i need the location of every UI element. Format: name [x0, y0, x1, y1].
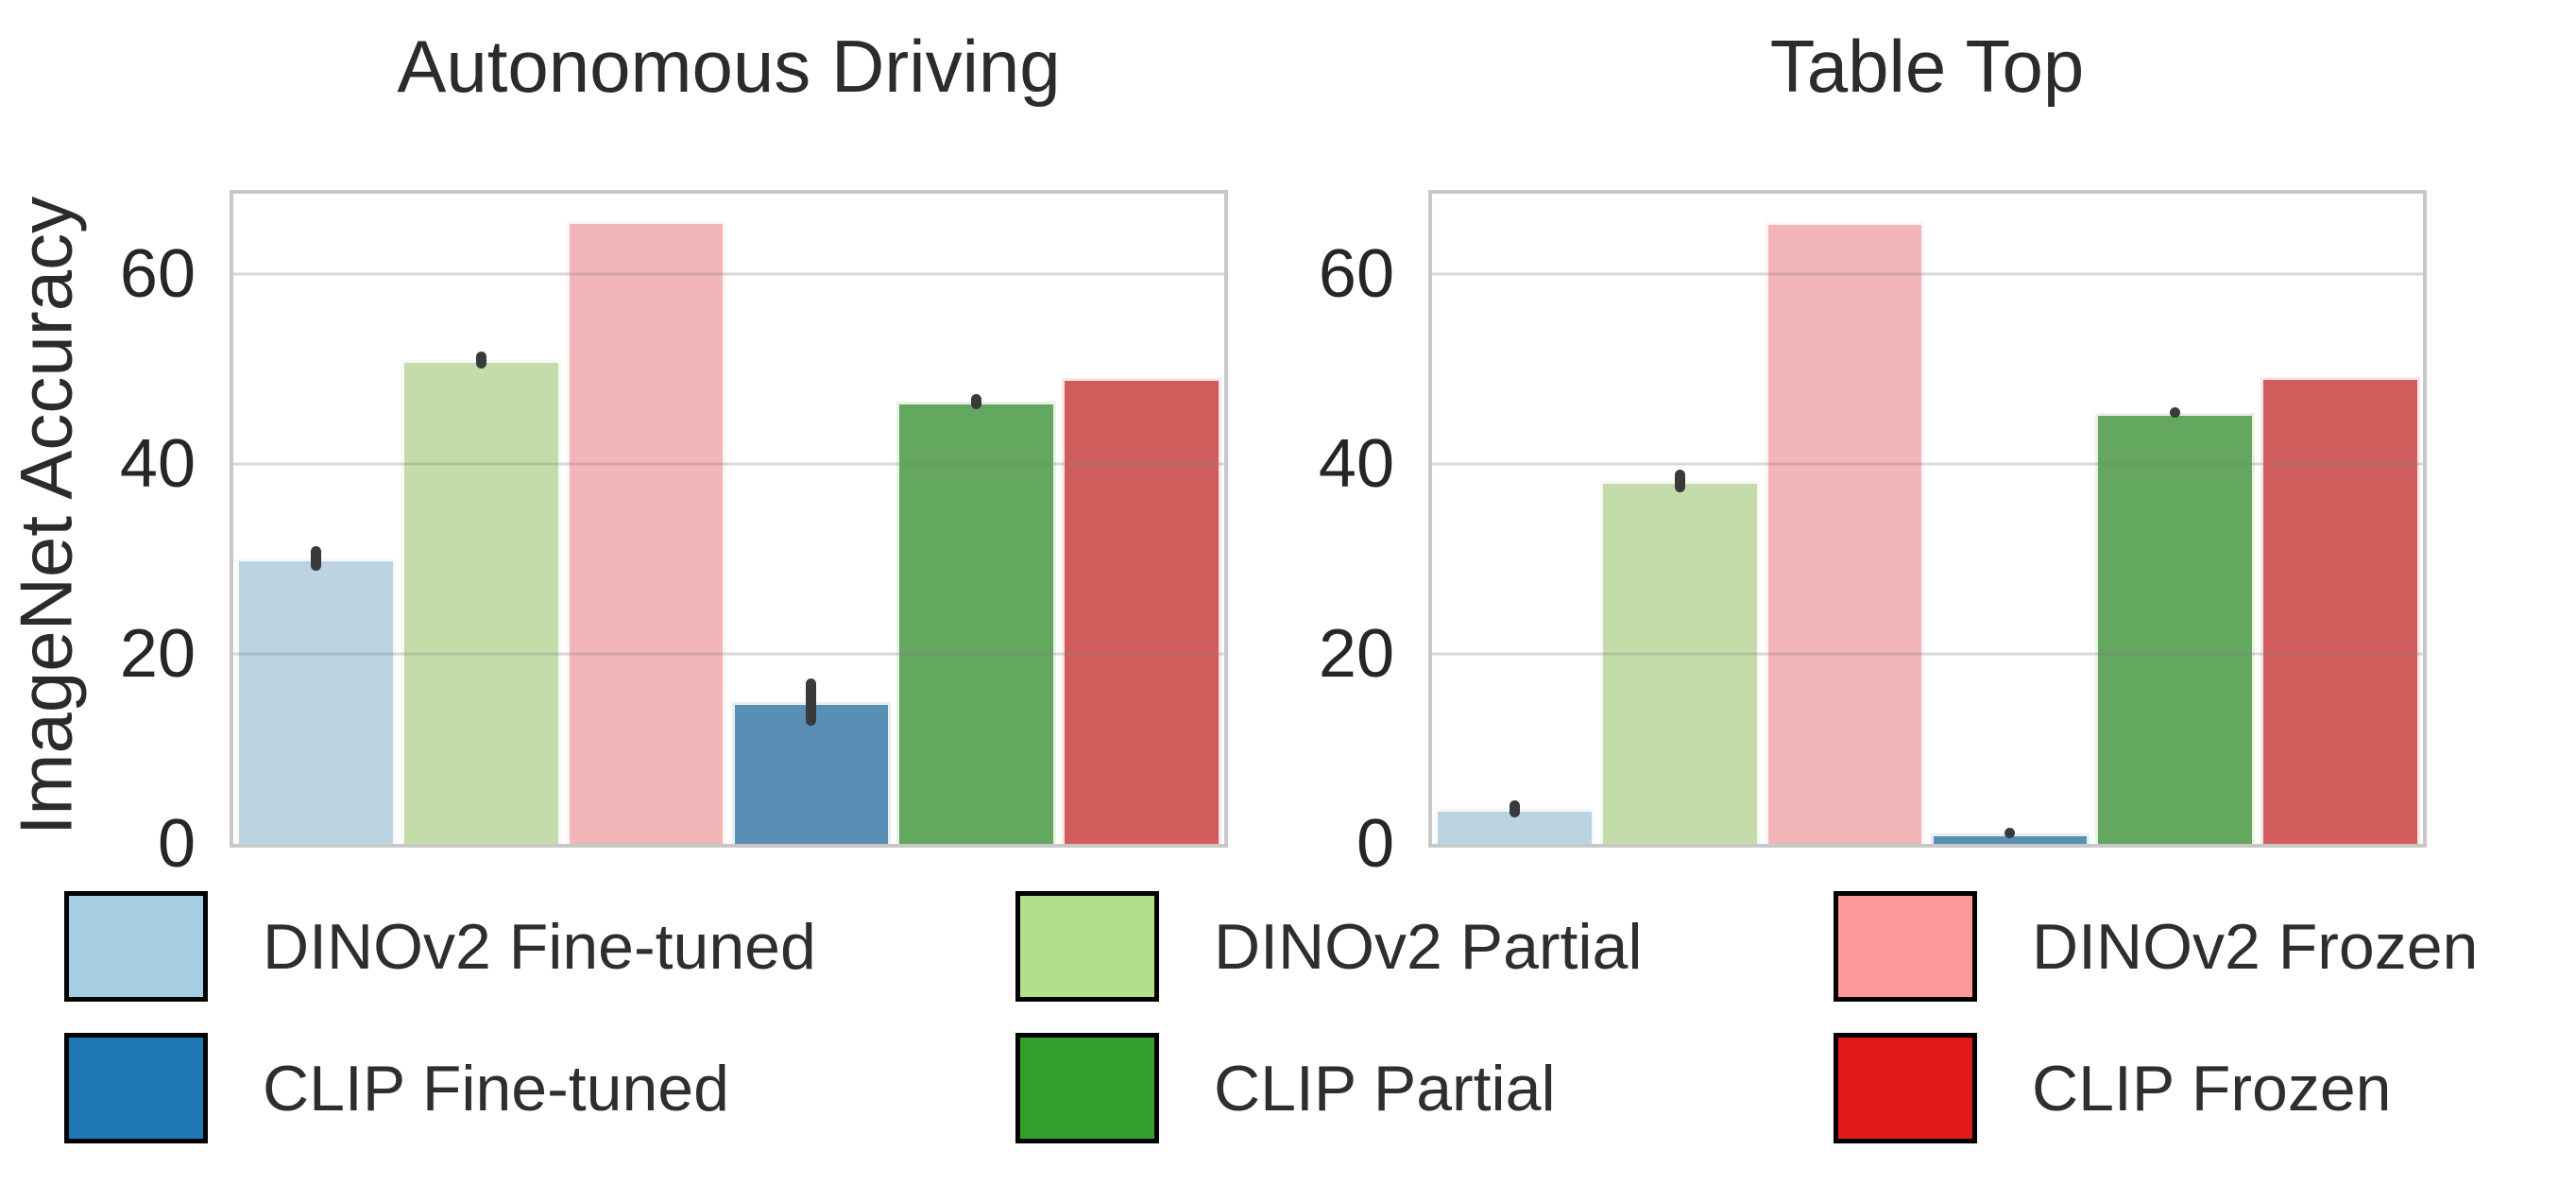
legend-label: CLIP Frozen: [2032, 1052, 2392, 1125]
error-bar: [806, 678, 817, 727]
y-tick-label: 40: [1318, 426, 1394, 503]
legend-item: CLIP Fine-tuned: [64, 1033, 816, 1143]
y-tick-label: 20: [1318, 616, 1394, 693]
chart-title-table-top: Table Top: [1769, 25, 2085, 108]
legend-label: DINOv2 Partial: [1214, 910, 1643, 983]
legend-item: DINOv2 Partial: [1015, 891, 1642, 1002]
legend-item: DINOv2 Fine-tuned: [64, 891, 816, 1002]
bar-dinov2-frozen: [1765, 222, 1925, 844]
legend-label: CLIP Partial: [1214, 1052, 1556, 1125]
legend-item: DINOv2 Frozen: [1834, 891, 2478, 1002]
error-bar: [2005, 827, 2016, 838]
error-bar: [971, 393, 982, 409]
chart-title-autonomous-driving: Autonomous Driving: [397, 25, 1061, 108]
bar-clip-partial: [2095, 413, 2256, 844]
bar-dinov2-partial: [1599, 481, 1760, 844]
bar-slot: [2092, 194, 2258, 844]
y-tick-label: 60: [119, 236, 196, 313]
bar-slot: [233, 194, 399, 844]
legend-column: DINOv2 Partial CLIP Partial: [1015, 891, 1642, 1175]
error-bar: [310, 545, 321, 571]
gridline-y60: [233, 272, 1224, 276]
legend-swatch-dinov2-fine-tuned: [64, 891, 208, 1002]
bar-clip-frozen: [2260, 376, 2420, 844]
bar-slot: [1597, 194, 1763, 844]
gridline-y40: [1432, 462, 2423, 466]
legend-label: DINOv2 Fine-tuned: [263, 910, 816, 983]
gridline-y20: [233, 652, 1224, 656]
bar-slot: [564, 194, 729, 844]
legend-swatch-dinov2-frozen: [1834, 891, 1977, 1002]
bar-clip-frozen: [1062, 377, 1221, 844]
gridline-y20: [1432, 652, 2423, 656]
legend-swatch-clip-frozen: [1834, 1033, 1977, 1143]
error-bar: [1509, 799, 1520, 817]
error-bar: [2170, 407, 2181, 419]
gridline-y60: [1432, 272, 2423, 276]
bar-slot: [729, 194, 895, 844]
bar-dinov2-fine-tuned: [236, 558, 396, 844]
bar-slot: [399, 194, 564, 844]
bar-slot: [1059, 194, 1224, 844]
error-bar: [1674, 470, 1685, 493]
gridline-y40: [233, 462, 1224, 466]
bar-slot: [2258, 194, 2423, 844]
legend-label: DINOv2 Frozen: [2032, 910, 2479, 983]
legend-swatch-clip-fine-tuned: [64, 1033, 208, 1143]
y-tick-label: 40: [119, 426, 196, 503]
y-tick-label: 0: [157, 805, 196, 882]
legend-swatch-dinov2-partial: [1015, 891, 1159, 1002]
legend-item: CLIP Partial: [1015, 1033, 1642, 1143]
y-tick-label: 0: [1356, 805, 1394, 882]
legend-column: DINOv2 Frozen CLIP Frozen: [1834, 891, 2478, 1175]
bar-slot: [1432, 194, 1597, 844]
legend-item: CLIP Frozen: [1834, 1033, 2478, 1143]
plot-area-table-top: 0 20 40 60: [1319, 190, 2427, 878]
legend-column: DINOv2 Fine-tuned CLIP Fine-tuned: [64, 891, 816, 1175]
legend-swatch-clip-partial: [1015, 1033, 1159, 1143]
bar-slot: [1928, 194, 2093, 844]
bar-clip-partial: [896, 401, 1057, 844]
bar-slot: [894, 194, 1059, 844]
y-tick-label: 60: [1318, 236, 1394, 313]
y-tick-label: 20: [119, 616, 196, 693]
y-axis-label: ImageNet Accuracy: [4, 196, 88, 836]
bar-slot: [1763, 194, 1928, 844]
error-bar: [475, 351, 486, 369]
plot-area-autonomous-driving: 0 20 40 60: [120, 190, 1228, 878]
bar-dinov2-partial: [401, 359, 561, 844]
legend-label: CLIP Fine-tuned: [263, 1052, 729, 1125]
bar-dinov2-frozen: [566, 221, 726, 844]
